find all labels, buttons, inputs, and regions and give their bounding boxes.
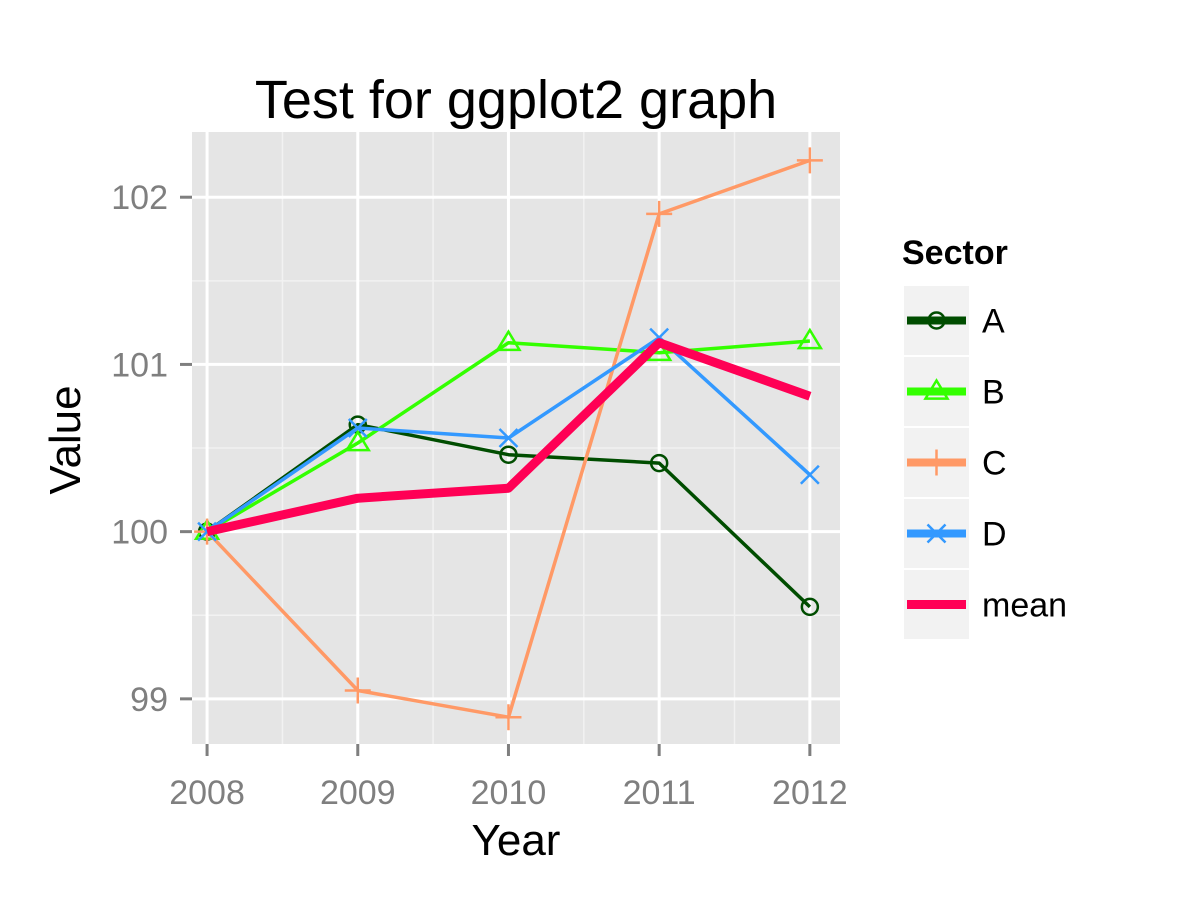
series-line-A [206, 422, 812, 609]
data-point-C [344, 677, 371, 704]
legend-label-mean: mean [982, 587, 1067, 625]
series-line-mean [206, 338, 812, 536]
legend-key-marker-C [923, 449, 950, 476]
legend-title: Sector [902, 234, 1008, 272]
legend-label-D: D [982, 516, 1007, 554]
y-tick-label: 100 [111, 514, 168, 552]
series-D [197, 327, 820, 542]
data-point-D [347, 418, 368, 438]
data-point-C [646, 200, 673, 227]
x-tick-label: 2011 [623, 774, 696, 812]
plot-panel [192, 132, 840, 744]
data-point-A [499, 445, 518, 464]
series-group [193, 147, 824, 731]
data-point-C [495, 704, 522, 731]
series-mean [206, 338, 812, 536]
x-tick-label: 2009 [320, 774, 396, 812]
data-point-D [799, 464, 820, 485]
data-point-B [796, 327, 824, 350]
x-axis-title: Year [472, 816, 561, 865]
data-point-A [649, 453, 669, 473]
x-tick-label: 2012 [772, 774, 848, 812]
x-tick-label: 2010 [471, 774, 547, 812]
y-tick-label: 102 [111, 179, 168, 217]
x-axis: 2008 2009 2010 2011 2012 [169, 744, 848, 812]
y-tick-label: 101 [111, 346, 168, 384]
legend-key-marker-D [926, 523, 947, 544]
y-tick-label: 99 [130, 681, 168, 719]
y-axis: 99 100 101 102 [111, 179, 192, 719]
data-point-B [495, 329, 522, 352]
data-point-C [796, 147, 823, 174]
legend-label-B: B [982, 374, 1005, 412]
legend-label-A: A [982, 303, 1005, 341]
legend-label-C: C [982, 445, 1007, 483]
data-point-D [498, 428, 519, 448]
legend-key-marker-A [927, 311, 946, 330]
chart-title: Test for ggplot2 graph [255, 70, 777, 130]
legend-key-marker-B [923, 378, 950, 400]
data-point-D [197, 521, 217, 542]
y-axis-title: Value [41, 385, 90, 494]
series-line-B [206, 339, 811, 534]
x-tick-label: 2008 [169, 774, 245, 812]
data-point-B [344, 429, 371, 452]
data-point-A [800, 597, 820, 617]
